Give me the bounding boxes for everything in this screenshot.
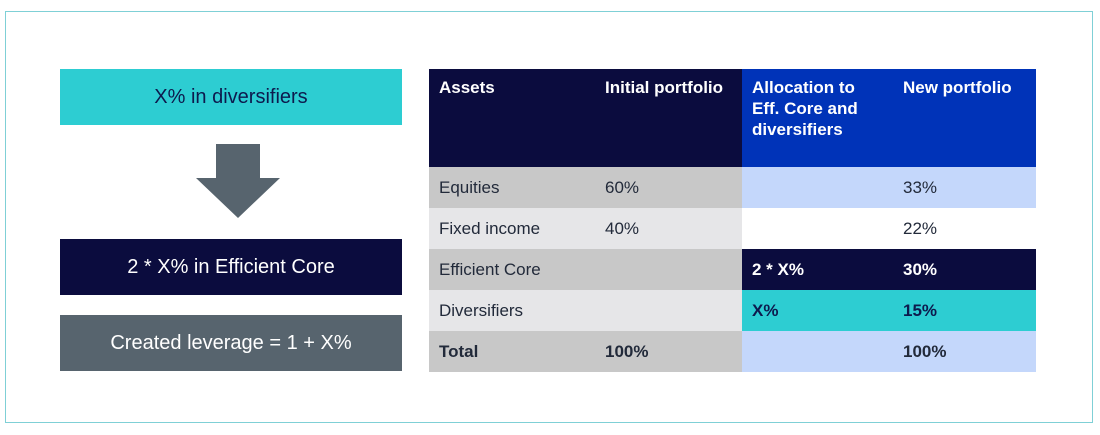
table-row-fixed-income: Fixed income 40% 22% xyxy=(429,208,1036,249)
cell-new: 15% xyxy=(893,290,1036,331)
cell-new: 33% xyxy=(893,167,1036,208)
cell-allocation xyxy=(742,167,893,208)
diversifiers-box: X% in diversifiers xyxy=(60,69,402,125)
header-assets: Assets xyxy=(429,69,595,167)
leverage-box: Created leverage = 1 + X% xyxy=(60,315,402,371)
cell-allocation xyxy=(742,331,893,372)
cell-asset: Diversifiers xyxy=(429,290,595,331)
cell-new: 100% xyxy=(893,331,1036,372)
cell-allocation: 2 * X% xyxy=(742,249,893,290)
cell-initial: 100% xyxy=(595,331,742,372)
cell-allocation: X% xyxy=(742,290,893,331)
table-row-total: Total 100% 100% xyxy=(429,331,1036,372)
efficient-core-box: 2 * X% in Efficient Core xyxy=(60,239,402,295)
cell-new: 30% xyxy=(893,249,1036,290)
table-row-equities: Equities 60% 33% xyxy=(429,167,1036,208)
cell-initial xyxy=(595,290,742,331)
table-header-row: Assets Initial portfolio Allocation to E… xyxy=(429,69,1036,167)
cell-initial: 40% xyxy=(595,208,742,249)
table-row-diversifiers: Diversifiers X% 15% xyxy=(429,290,1036,331)
cell-allocation xyxy=(742,208,893,249)
header-new-portfolio: New portfolio xyxy=(893,69,1036,167)
cell-initial: 60% xyxy=(595,167,742,208)
table-row-efficient-core: Efficient Core 2 * X% 30% xyxy=(429,249,1036,290)
cell-asset: Efficient Core xyxy=(429,249,595,290)
down-arrow-icon xyxy=(196,144,280,218)
allocation-table: Assets Initial portfolio Allocation to E… xyxy=(429,69,1036,372)
header-initial-portfolio: Initial portfolio xyxy=(595,69,742,167)
cell-asset: Total xyxy=(429,331,595,372)
header-allocation: Allocation to Eff. Core and diversifiers xyxy=(742,69,893,167)
cell-initial xyxy=(595,249,742,290)
cell-new: 22% xyxy=(893,208,1036,249)
cell-asset: Fixed income xyxy=(429,208,595,249)
cell-asset: Equities xyxy=(429,167,595,208)
